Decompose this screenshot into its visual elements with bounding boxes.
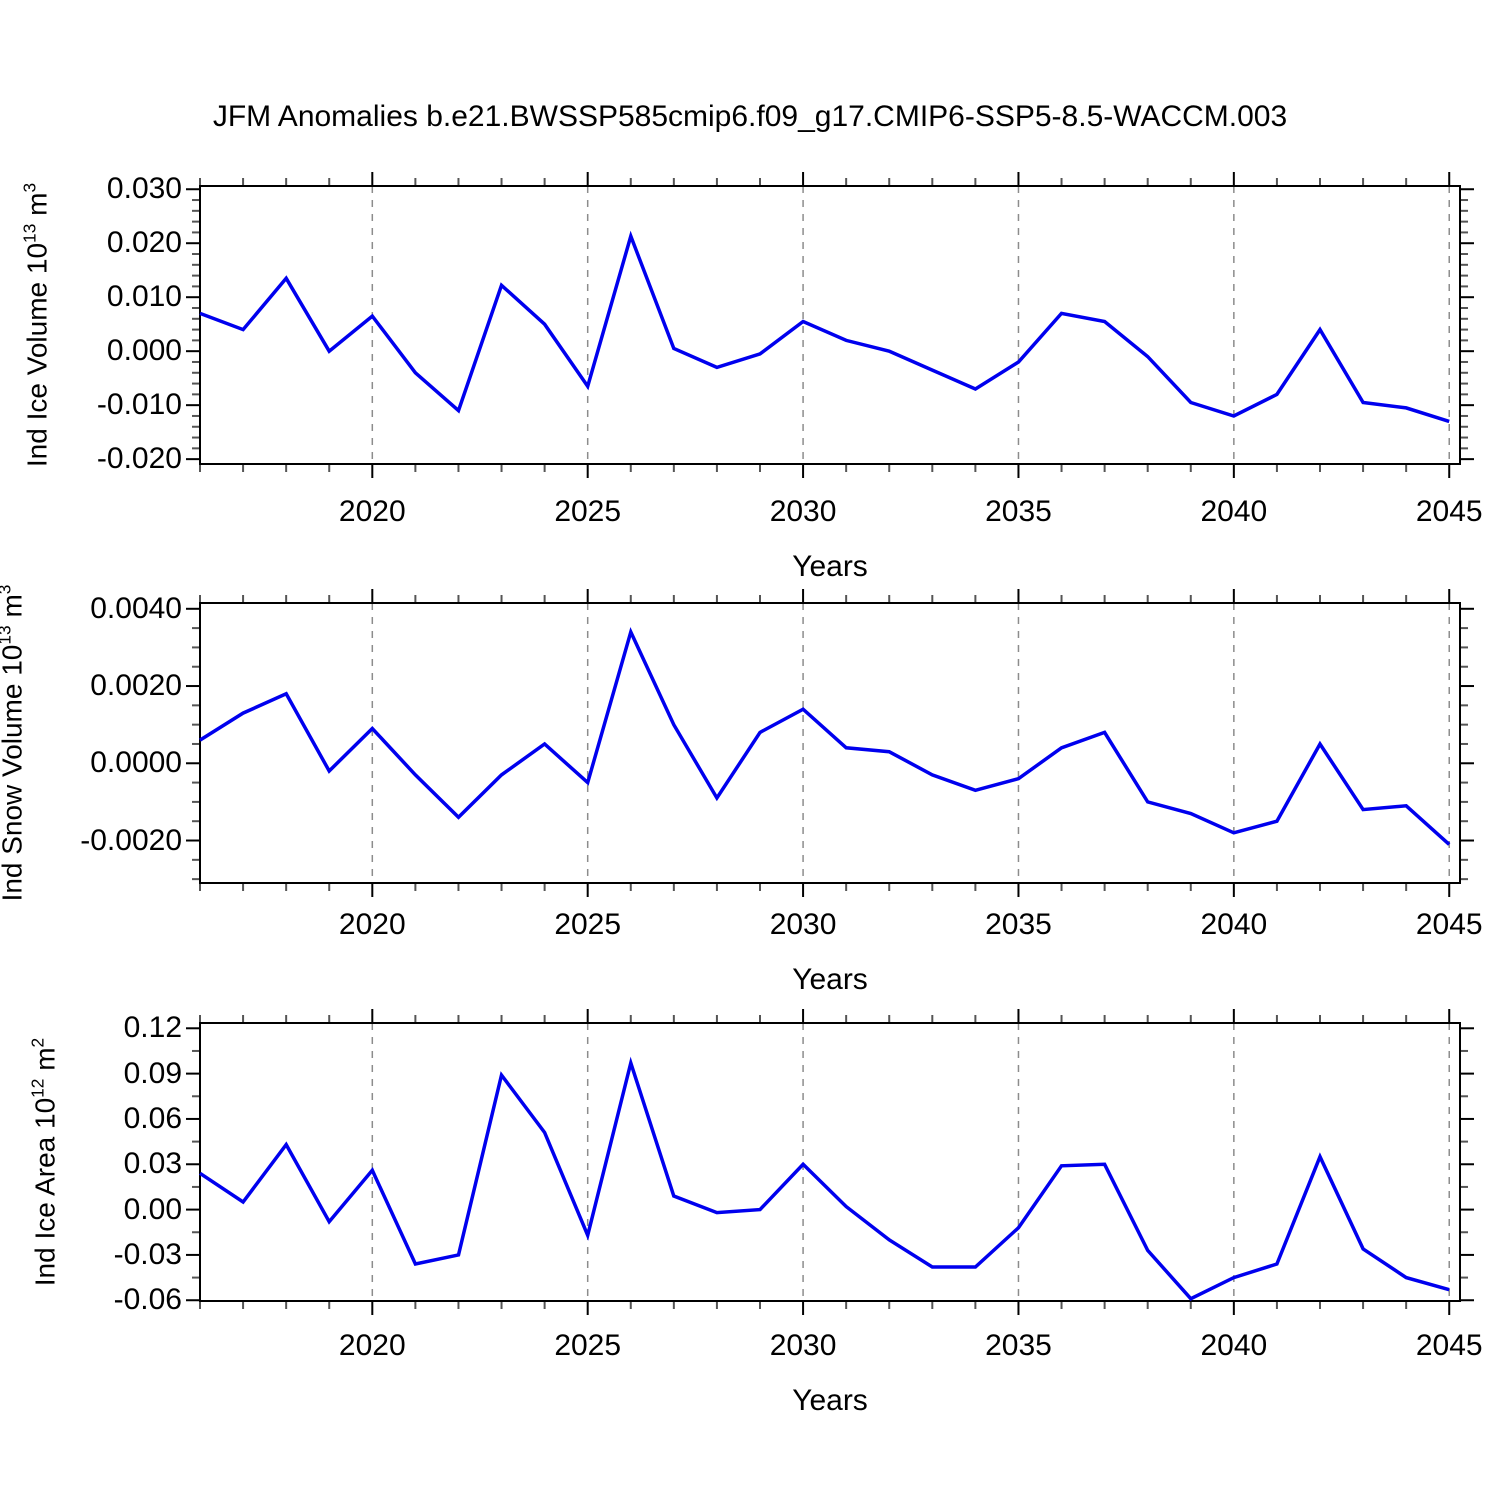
y-tick-label: -0.06 — [113, 1283, 182, 1317]
plot-box — [199, 602, 1461, 884]
y-tick-label: 0.06 — [123, 1101, 182, 1135]
x-tick-label: 2025 — [554, 1329, 622, 1362]
x-tick-label: 2045 — [1415, 1329, 1483, 1362]
unit-exponent: 3 — [0, 585, 14, 595]
plot-box — [199, 185, 1461, 465]
x-tick-label: 2020 — [338, 495, 406, 528]
y-tick-label: 0.03 — [123, 1147, 182, 1181]
y-tick-label: 0.12 — [123, 1011, 182, 1045]
y-tick-label: -0.020 — [96, 442, 182, 476]
x-tick-label: 2045 — [1415, 908, 1483, 941]
x-axis-title: Years — [792, 550, 868, 583]
data-line — [199, 627, 1451, 846]
x-tick-label: 2035 — [985, 908, 1052, 941]
data-line — [199, 1056, 1450, 1301]
exponent: 13 — [0, 625, 15, 645]
y-tick-label: 0.0020 — [90, 669, 182, 703]
y-tick-label: -0.03 — [113, 1237, 182, 1271]
y-tick-label: -0.0020 — [80, 823, 182, 857]
x-tick-label: 2035 — [985, 1329, 1052, 1362]
y-tick-label: 0.000 — [106, 334, 182, 368]
y-tick-label: 0.0040 — [90, 591, 182, 625]
x-tick-label: 2040 — [1200, 908, 1268, 941]
x-axis-title: Years — [792, 1384, 868, 1417]
x-tick-label: 2020 — [338, 908, 406, 941]
plot-box — [199, 1022, 1461, 1302]
y-tick-label: 0.010 — [106, 280, 182, 314]
y-tick-label: -0.010 — [96, 388, 182, 422]
y-tick-label: 0.09 — [123, 1056, 182, 1090]
x-tick-label: 2035 — [985, 495, 1052, 528]
data-line — [199, 230, 1450, 424]
x-tick-label: 2040 — [1200, 1329, 1268, 1362]
x-tick-label: 2040 — [1200, 495, 1268, 528]
chart-title: JFM Anomalies b.e21.BWSSP585cmip6.f09_g1… — [212, 100, 1288, 133]
x-tick-label: 2025 — [554, 908, 622, 941]
y-tick-label: 0.030 — [106, 172, 182, 206]
x-tick-label: 2030 — [769, 495, 837, 528]
x-tick-label: 2030 — [769, 1329, 837, 1362]
x-tick-label: 2020 — [338, 1329, 406, 1362]
x-tick-label: 2025 — [554, 495, 622, 528]
y-tick-label: 0.0000 — [90, 746, 182, 780]
y-tick-label: 0.00 — [123, 1192, 182, 1226]
y-tick-label: 0.020 — [106, 226, 182, 260]
x-tick-label: 2030 — [769, 908, 837, 941]
x-axis-title: Years — [792, 963, 868, 996]
x-tick-label: 2045 — [1415, 495, 1483, 528]
